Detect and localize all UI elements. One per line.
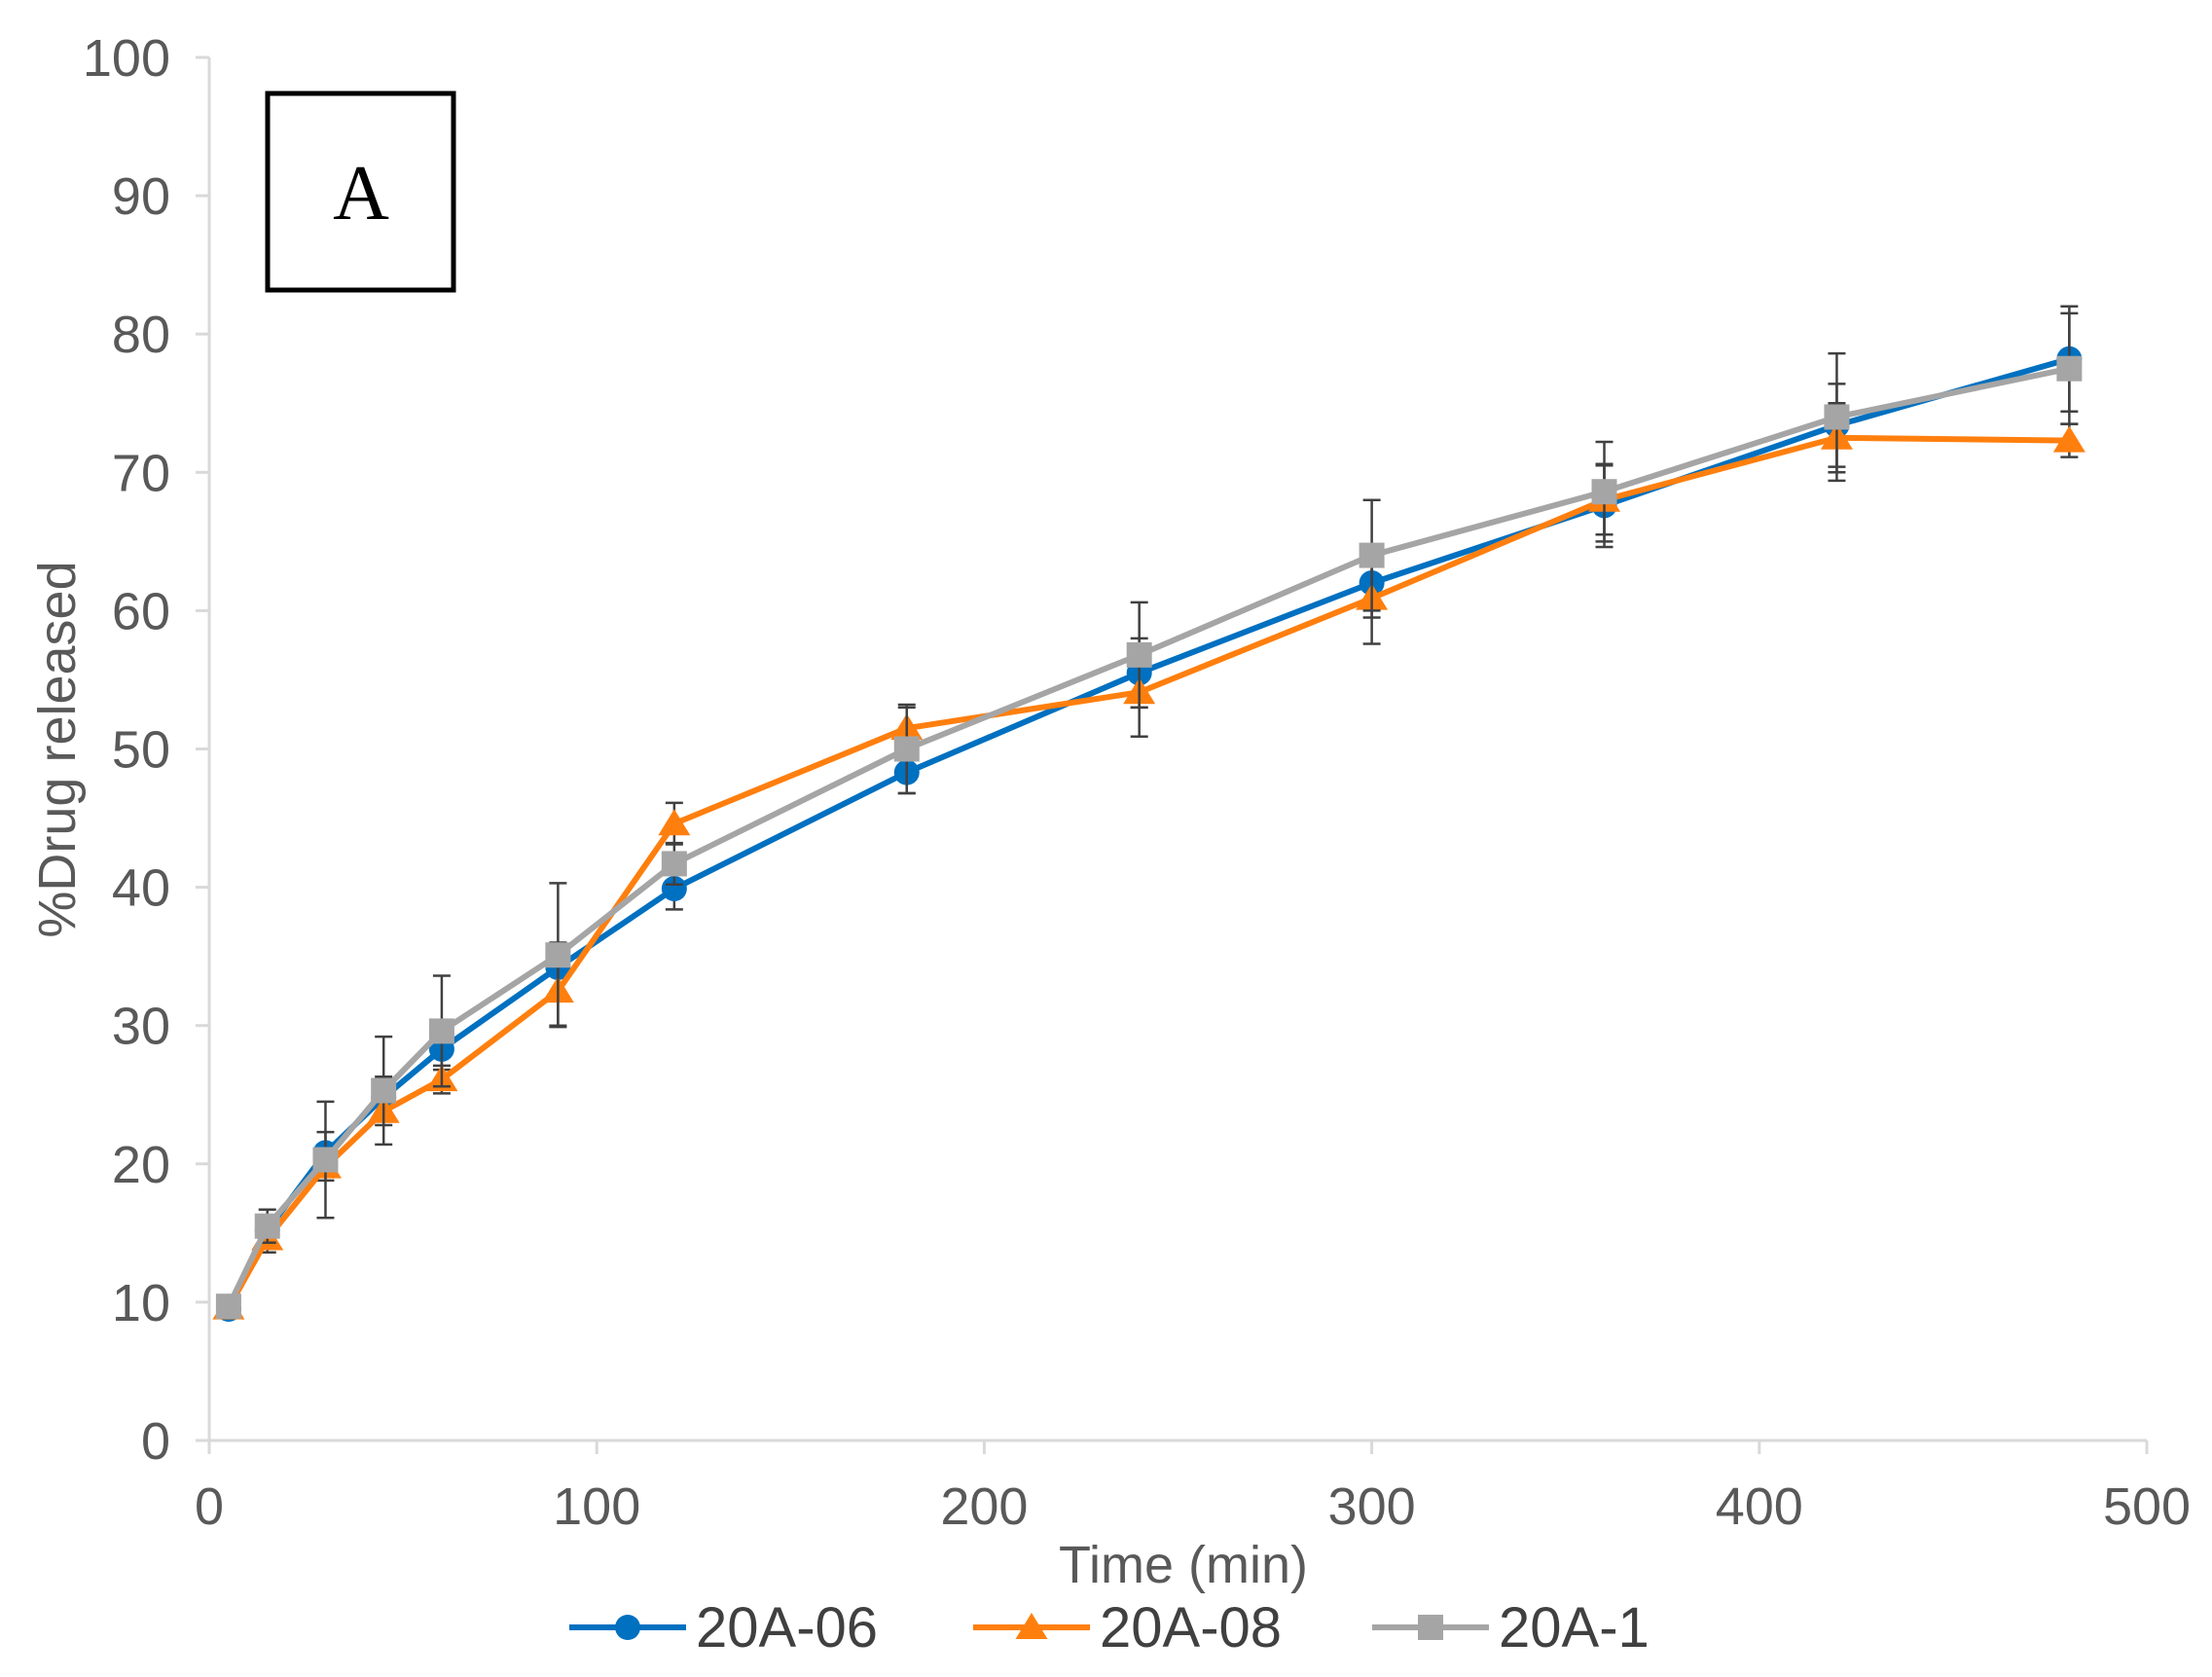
y-tick-label: 20 <box>112 1136 170 1194</box>
y-tick-label: 80 <box>112 306 170 364</box>
series-20A-1 <box>215 311 2083 1320</box>
y-tick-label: 40 <box>112 859 170 918</box>
legend-marker <box>1418 1615 1443 1640</box>
data-point <box>1126 641 1152 668</box>
data-point <box>658 809 691 836</box>
x-axis-title: Time (min) <box>1059 1536 1308 1594</box>
data-point <box>661 851 687 877</box>
data-point <box>1591 479 1617 505</box>
legend-marker <box>615 1615 640 1640</box>
data-point <box>254 1213 280 1239</box>
y-tick-label: 50 <box>112 721 170 780</box>
data-point <box>2056 355 2083 382</box>
x-tick-label: 0 <box>195 1477 224 1536</box>
data-point <box>2052 425 2085 453</box>
y-tick-label: 30 <box>112 998 170 1056</box>
data-point <box>661 876 687 902</box>
legend-item-20A-1: 20A-1 <box>1372 1596 1650 1659</box>
y-tick-label: 70 <box>112 444 170 502</box>
y-axis-title: %Drug released <box>28 561 87 937</box>
legend-item-20A-08: 20A-08 <box>973 1596 1282 1659</box>
data-point <box>428 1018 454 1044</box>
legend-label: 20A-1 <box>1499 1596 1650 1659</box>
y-tick-label: 10 <box>112 1274 170 1332</box>
x-axis-ticks: 0 100 200 300 400 500 <box>195 1440 2191 1536</box>
panel-label-box <box>265 91 456 293</box>
legend: 20A-06 20A-08 20A-1 <box>569 1596 1650 1659</box>
legend-label: 20A-08 <box>1100 1596 1282 1659</box>
y-tick-label: 0 <box>141 1412 170 1471</box>
y-tick-label: 60 <box>112 582 170 640</box>
data-point <box>215 1294 241 1320</box>
y-tick-label: 90 <box>112 167 170 226</box>
legend-item-20A-06: 20A-06 <box>569 1596 878 1659</box>
y-tick-label: 100 <box>83 29 170 88</box>
data-point <box>371 1077 397 1104</box>
y-axis-ticks: 0 10 20 30 40 50 60 70 80 90 100 <box>83 29 209 1471</box>
data-point <box>312 1147 339 1173</box>
x-tick-label: 500 <box>2103 1477 2191 1536</box>
x-tick-label: 300 <box>1328 1477 1416 1536</box>
x-tick-label: 400 <box>1716 1477 1803 1536</box>
panel-label: A <box>333 151 389 237</box>
data-point <box>1359 542 1385 568</box>
data-point <box>1824 404 1850 430</box>
legend-label: 20A-06 <box>696 1596 878 1659</box>
x-tick-label: 200 <box>940 1477 1028 1536</box>
data-point <box>893 736 920 762</box>
series-layer <box>212 305 2085 1323</box>
legend-marker <box>1015 1613 1048 1639</box>
data-point <box>545 942 571 968</box>
x-tick-label: 100 <box>553 1477 640 1536</box>
